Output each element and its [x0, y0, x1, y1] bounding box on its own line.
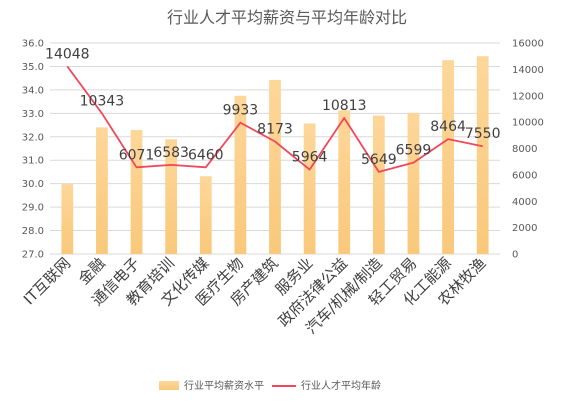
data-label: 6071	[119, 147, 155, 163]
salary-bar	[303, 123, 316, 254]
salary-bar	[372, 115, 385, 254]
right-axis-tick-label: 10000	[512, 118, 544, 129]
left-axis: 27.0 28.0 29.0 30.0 31.0 32.0 33.0 34.0 35.0 36.0	[22, 39, 44, 261]
left-axis-tick-label: 32.0	[22, 132, 44, 143]
left-axis-tick-label: 35.0	[22, 62, 44, 73]
data-label: 14048	[45, 46, 90, 62]
chart-title: 行业人才平均薪资与平均年龄对比	[167, 8, 407, 27]
left-axis-tick-label: 34.0	[22, 85, 44, 96]
age-line-path	[66, 65, 483, 173]
salary-bar	[407, 112, 420, 254]
left-axis-tick-label: 29.0	[22, 203, 44, 214]
salary-bars	[61, 56, 489, 254]
data-label: 5964	[292, 150, 328, 166]
salary-bar	[476, 56, 489, 254]
salary-bar	[269, 79, 281, 254]
right-axis-tick-label: 2000	[512, 223, 537, 234]
salary-bar	[165, 139, 178, 254]
data-label: 7550	[465, 126, 501, 142]
left-axis-tick-label: 33.0	[22, 109, 44, 120]
salary-bar	[338, 110, 351, 254]
right-axis-tick-label: 0	[512, 250, 518, 261]
right-axis-tick-label: 4000	[512, 197, 537, 208]
age-line	[66, 65, 483, 173]
left-axis-tick-label: 28.0	[22, 226, 44, 237]
category-labels: IT互联网 金融通信电子教育培训文化传媒医疗生物房产建筑服务业政府法律公益汽车/机…	[20, 254, 490, 338]
left-axis-tick-label: 36.0	[22, 39, 44, 50]
salary-bar	[234, 95, 247, 254]
right-axis-tick-label: 16000	[512, 39, 544, 50]
right-axis: 0 2000 4000 6000 8000 10000 12000 14000 16000	[512, 39, 544, 261]
right-axis-tick-label: 6000	[512, 170, 537, 181]
right-axis-tick-label: 8000	[512, 144, 537, 155]
legend: 行业平均薪资水平 行业人才平均年龄	[159, 379, 381, 392]
salary-bar	[130, 130, 143, 254]
data-label: 10343	[80, 93, 125, 109]
data-label: 5649	[361, 152, 397, 168]
left-axis-tick-label: 30.0	[22, 179, 44, 190]
salary-bar	[96, 127, 108, 254]
left-axis-tick-label: 27.0	[22, 250, 44, 261]
salary-bar	[442, 60, 454, 254]
category-label: IT互联网	[20, 254, 74, 308]
left-axis-tick-label: 31.0	[22, 156, 44, 167]
data-label: 9933	[223, 103, 259, 119]
data-label: 8464	[430, 119, 466, 135]
data-label: 6583	[153, 145, 189, 161]
data-label: 6460	[188, 147, 224, 163]
data-label: 8173	[257, 121, 293, 137]
legend-label-age: 行业人才平均年龄	[301, 379, 381, 392]
data-label: 10813	[322, 98, 367, 114]
legend-swatch-salary	[159, 381, 179, 390]
right-axis-tick-label: 14000	[512, 65, 544, 76]
right-axis-tick-label: 12000	[512, 91, 544, 102]
salary-bar	[199, 176, 212, 254]
legend-label-salary: 行业平均薪资水平	[184, 379, 264, 392]
salary-bar	[61, 184, 74, 254]
data-label: 6599	[396, 143, 432, 159]
